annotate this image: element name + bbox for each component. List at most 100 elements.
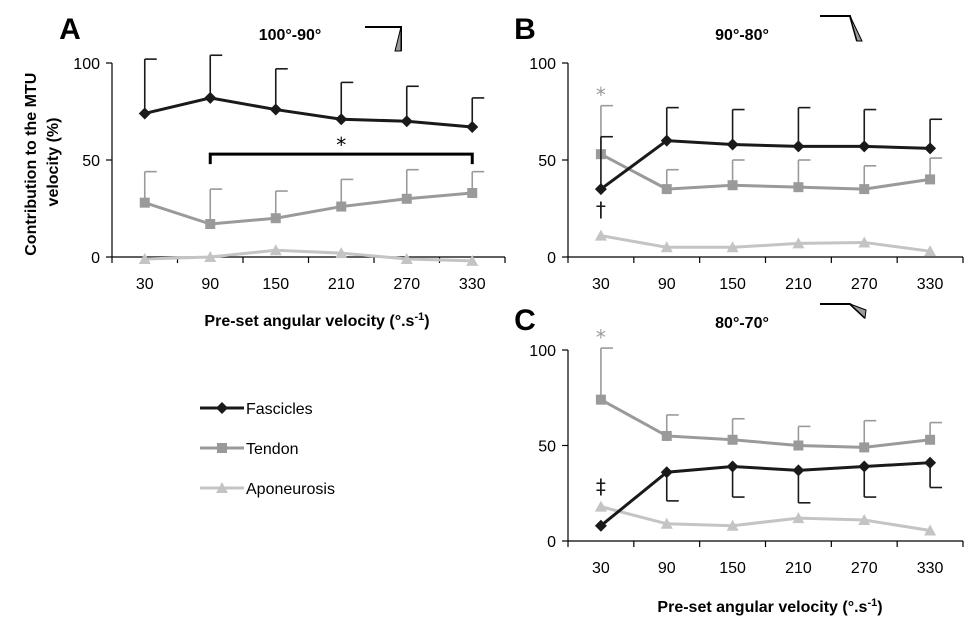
data-point [726, 241, 739, 253]
panel-title: 90°-80° [715, 27, 769, 44]
series-fascicles [594, 456, 943, 532]
data-point [660, 517, 673, 529]
angle-wedge-icon [820, 303, 867, 320]
series-line [600, 398, 931, 449]
x-axis-label-a-sup: -1 [414, 311, 424, 323]
series-aponeurosis [594, 229, 937, 257]
angle-wedge-icon [820, 15, 863, 42]
series-line [600, 505, 931, 532]
panel-b: B 90°-80° 0 50 100 30 90 150 210 270 330 * † [514, 13, 964, 293]
panel-letter: C [514, 304, 536, 337]
data-point [726, 138, 739, 151]
legend-swatch-marker [216, 402, 228, 414]
x-axis-label-c-sup: -1 [867, 597, 877, 609]
data-point [660, 466, 673, 479]
x-axis-label-a: Pre-set angular velocity (°.s-1) [204, 311, 429, 330]
data-point [792, 512, 805, 524]
panel-letter: A [59, 13, 81, 46]
data-point [925, 174, 936, 185]
data-point [400, 252, 413, 264]
y-tick-label: 100 [529, 56, 556, 73]
data-point [924, 456, 937, 469]
data-point [594, 183, 607, 196]
x-tick-label: 270 [851, 560, 878, 577]
x-tick-label: 210 [785, 276, 812, 293]
data-point [924, 524, 937, 536]
legend-label: Fascicles [246, 401, 313, 418]
data-point [335, 113, 348, 126]
data-point [858, 460, 871, 473]
series-tendon [595, 104, 943, 195]
data-point [858, 513, 871, 525]
significance-marker: * [336, 133, 346, 157]
x-tick-label: 90 [201, 276, 219, 293]
x-tick-label: 150 [719, 276, 746, 293]
x-tick-label: 270 [393, 276, 420, 293]
data-point [792, 140, 805, 153]
series-aponeurosis [138, 244, 479, 266]
data-point [924, 142, 937, 155]
x-tick-label: 30 [592, 276, 610, 293]
y-tick-label: 0 [91, 250, 100, 267]
x-tick-label: 150 [262, 276, 289, 293]
data-point [467, 187, 478, 198]
x-tick-label: 210 [328, 276, 355, 293]
data-point [661, 184, 672, 195]
data-point [335, 247, 348, 259]
data-point [401, 193, 412, 204]
data-point [466, 121, 479, 134]
x-axis-label-c-main: Pre-set angular velocity (°.s [657, 599, 867, 616]
data-point [595, 394, 606, 405]
legend-item-tendon: Tendon [200, 441, 299, 458]
y-tick-label: 100 [529, 343, 556, 360]
y-tick-label: 0 [547, 534, 556, 551]
data-point [859, 184, 870, 195]
data-point [727, 434, 738, 445]
x-tick-label: 30 [136, 276, 154, 293]
series-aponeurosis [594, 500, 937, 536]
y-axis-label: Contribution to the MTU velocity (%) [23, 68, 62, 256]
data-point [139, 197, 150, 208]
data-point [925, 434, 936, 445]
y-axis-label-line-1: Contribution to the MTU [23, 73, 40, 256]
data-point [204, 91, 217, 104]
data-point [660, 241, 673, 253]
y-tick-label: 50 [82, 153, 100, 170]
legend: Fascicles Tendon Aponeurosis [200, 401, 335, 498]
significance-marker: * [596, 326, 606, 350]
panel-c: C 80°-70° 0 50 100 30 90 150 210 270 330 * ‡ [514, 303, 964, 577]
legend-swatch-marker [217, 443, 227, 453]
data-point [138, 252, 151, 264]
y-axis-label-line-2: velocity (%) [45, 118, 62, 207]
data-point [269, 244, 282, 256]
data-point [793, 182, 804, 193]
data-point [594, 519, 607, 532]
data-point [138, 107, 151, 120]
x-axis-label-a-main: Pre-set angular velocity (°.s [204, 313, 414, 330]
legend-label: Aponeurosis [246, 481, 335, 498]
significance-marker: * [596, 83, 606, 107]
x-axis-label-a-end: ) [424, 313, 429, 330]
x-tick-label: 330 [917, 276, 944, 293]
data-point [400, 115, 413, 128]
data-point [594, 229, 607, 241]
significance-bracket [208, 152, 474, 165]
series-line [144, 191, 473, 226]
series-fascicles [594, 106, 943, 196]
data-point [793, 440, 804, 451]
x-tick-label: 330 [459, 276, 486, 293]
y-tick-label: 100 [73, 56, 100, 73]
legend-swatch-marker [216, 482, 228, 493]
series-fascicles [138, 54, 485, 134]
data-point [205, 219, 216, 230]
x-axis-label-c-end: ) [877, 599, 882, 616]
significance-marker: ‡ [596, 475, 606, 499]
data-point [858, 236, 871, 248]
x-tick-label: 150 [719, 560, 746, 577]
series-line [600, 139, 931, 191]
x-tick-label: 210 [785, 560, 812, 577]
legend-item-aponeurosis: Aponeurosis [200, 481, 335, 498]
y-tick-label: 50 [538, 153, 556, 170]
panel-title: 80°-70° [715, 315, 769, 332]
legend-item-fascicles: Fascicles [200, 401, 313, 418]
